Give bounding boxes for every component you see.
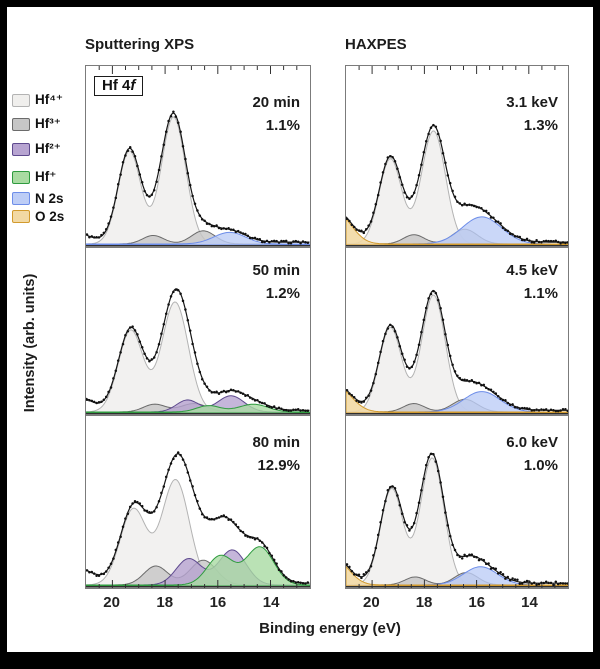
panel-haxpes-4-5kev: 4.5 keV 1.1% bbox=[345, 247, 569, 416]
panel-annotation: 4.5 keV 1.1% bbox=[506, 262, 558, 302]
panel-haxpes-6-0kev: 6.0 keV 1.0% bbox=[345, 415, 569, 589]
x-tick-label: 14 bbox=[521, 594, 538, 611]
panel-sputtering-80min: 80 min 12.9% bbox=[85, 415, 311, 589]
x-tick-label: 20 bbox=[103, 594, 120, 611]
figure-frame: Sputtering XPS HAXPES Intensity (arb. un… bbox=[7, 7, 593, 652]
spectrum-plot bbox=[86, 451, 310, 588]
x-tick-label: 18 bbox=[156, 594, 174, 611]
legend-item-o2s: O 2s bbox=[12, 207, 64, 225]
panel-annotation: 20 min 1.1% bbox=[252, 94, 300, 134]
x-tick-label: 18 bbox=[415, 594, 433, 611]
legend-label: Hf³⁺ bbox=[35, 116, 61, 131]
legend-item-n2s: N 2s bbox=[12, 189, 64, 207]
column-title-haxpes: HAXPES bbox=[345, 36, 407, 53]
x-tick-label: 14 bbox=[262, 594, 280, 611]
x-tick-label: 16 bbox=[209, 594, 227, 611]
spectrum-plot bbox=[86, 288, 310, 415]
panel-sputtering-50min: 50 min 1.2% bbox=[85, 247, 311, 416]
panel-haxpes-3-1kev: 3.1 keV 1.3% bbox=[345, 65, 569, 248]
legend-label: Hf⁺ bbox=[35, 169, 57, 184]
legend-label: N 2s bbox=[35, 190, 64, 206]
panel-annotation: 3.1 keV 1.3% bbox=[506, 94, 558, 134]
panel-annotation: 80 min 12.9% bbox=[252, 434, 300, 474]
spectrum-plot bbox=[346, 452, 568, 588]
hf3-swatch-icon bbox=[12, 117, 30, 131]
hf2-swatch-icon bbox=[12, 142, 30, 156]
n2s-swatch-icon bbox=[12, 191, 30, 205]
legend-label: Hf⁴⁺ bbox=[35, 92, 64, 107]
legend-item-hf3: Hf³⁺ bbox=[12, 115, 61, 133]
x-axis-label: Binding energy (eV) bbox=[259, 620, 401, 637]
panel-annotation: 50 min 1.2% bbox=[252, 262, 300, 302]
legend-item-hf1: Hf⁺ bbox=[12, 168, 56, 186]
x-tick-label: 20 bbox=[363, 594, 380, 611]
spectrum-plot bbox=[346, 289, 568, 415]
hf4-swatch-icon bbox=[12, 93, 30, 107]
inset-label-hf4f: Hf 4f bbox=[94, 76, 144, 96]
y-axis-label: Intensity (arb. units) bbox=[22, 273, 38, 413]
legend-item-hf2: Hf²⁺ bbox=[12, 140, 61, 158]
x-tick-label: 16 bbox=[468, 594, 486, 611]
o2s-swatch-icon bbox=[12, 209, 30, 223]
panel-sputtering-20min: Hf 4f 20 min 1.1% bbox=[85, 65, 311, 248]
legend-label: O 2s bbox=[35, 208, 65, 224]
legend-label: Hf²⁺ bbox=[35, 141, 61, 156]
panel-annotation: 6.0 keV 1.0% bbox=[506, 434, 558, 474]
column-title-sputtering-xps: Sputtering XPS bbox=[85, 36, 195, 53]
spectrum-plot bbox=[346, 66, 568, 247]
hf1-swatch-icon bbox=[12, 170, 30, 184]
legend-item-hf4: Hf⁴⁺ bbox=[12, 91, 63, 109]
spectrum-plot bbox=[86, 66, 310, 247]
